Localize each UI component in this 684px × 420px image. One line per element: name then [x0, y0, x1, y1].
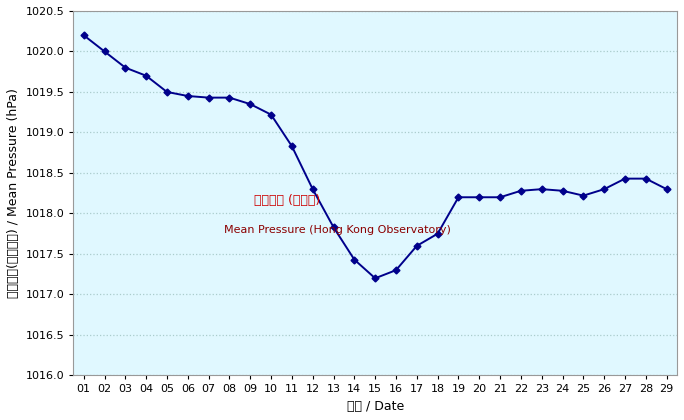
X-axis label: 日期 / Date: 日期 / Date: [347, 400, 404, 413]
Text: Mean Pressure (Hong Kong Observatory): Mean Pressure (Hong Kong Observatory): [224, 225, 451, 235]
Text: 平均氣壓 (天文台): 平均氣壓 (天文台): [254, 194, 321, 207]
Y-axis label: 平均氣壓(百帕斯卡) / Mean Pressure (hPa): 平均氣壓(百帕斯卡) / Mean Pressure (hPa): [7, 88, 20, 298]
